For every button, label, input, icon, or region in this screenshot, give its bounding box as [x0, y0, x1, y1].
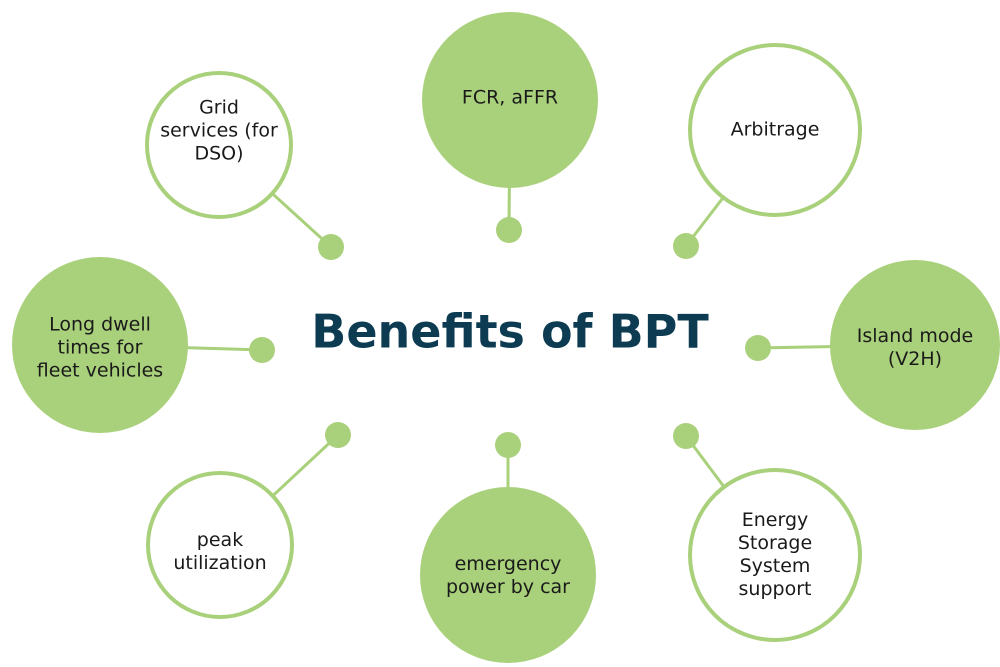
- node-circle: [145, 71, 293, 219]
- node-label: peak: [197, 529, 243, 551]
- node-label: utilization: [173, 552, 266, 574]
- node-dot: [673, 233, 699, 259]
- node-label: Long dwell: [49, 314, 151, 336]
- node-circle: [422, 12, 598, 188]
- node-label: power by car: [446, 576, 570, 598]
- node-dot: [495, 432, 521, 458]
- node-label: DSO): [194, 143, 243, 165]
- node-label: (V2H): [888, 348, 942, 370]
- node-dot: [325, 422, 351, 448]
- node-dot: [249, 337, 275, 363]
- node-circle: [830, 260, 1000, 430]
- diagram-title: Benefits of BPT: [311, 305, 709, 359]
- node-label: emergency: [455, 553, 562, 575]
- node-label: fleet vehicles: [37, 360, 163, 382]
- node-label: Island mode: [857, 325, 973, 347]
- node-dot: [496, 217, 522, 243]
- node-circle: [12, 257, 188, 433]
- node-dot: [673, 423, 699, 449]
- node-label: Storage: [738, 532, 812, 554]
- node-dot: [318, 234, 344, 260]
- node-label: times for: [58, 337, 143, 359]
- node-label: System: [740, 555, 811, 577]
- node-circle: [146, 471, 294, 619]
- node-circle: [688, 43, 862, 217]
- node-circle: [420, 487, 596, 663]
- node-dot: [745, 335, 771, 361]
- node-circle: [688, 468, 862, 642]
- node-label: Grid: [199, 97, 239, 119]
- node-label: support: [739, 578, 812, 600]
- node-label: FCR, aFFR: [462, 87, 558, 109]
- node-label: Arbitrage: [731, 119, 820, 141]
- node-label: Energy: [742, 509, 809, 531]
- node-label: services (for: [160, 120, 278, 142]
